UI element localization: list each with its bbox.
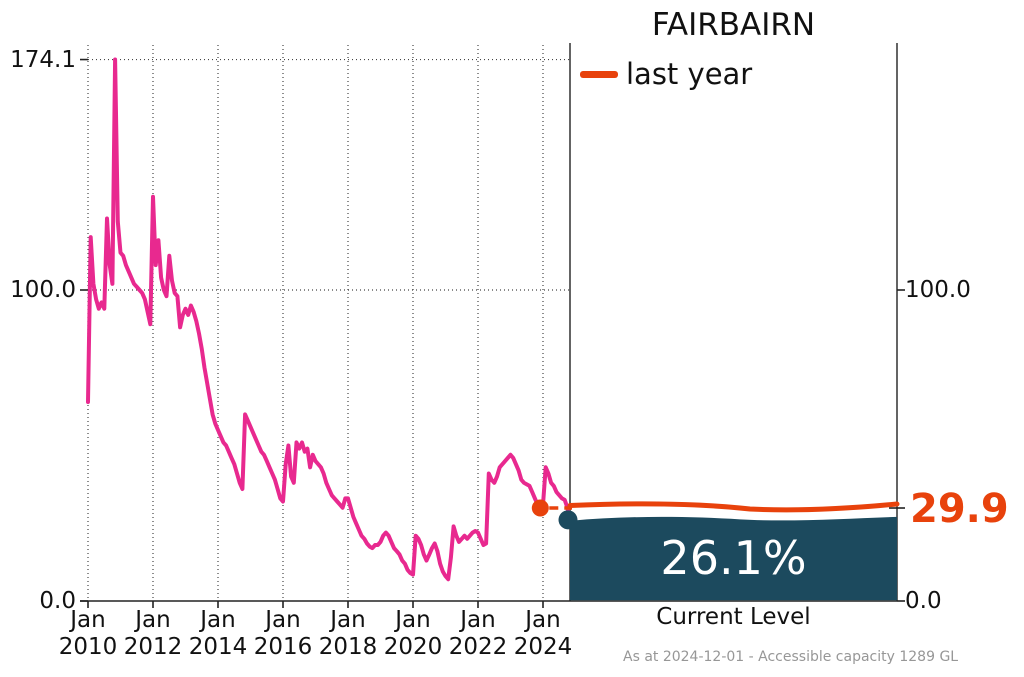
y-axis-tick-label-0: 0.0 xyxy=(39,588,76,614)
last-year-line xyxy=(567,501,900,513)
history-line xyxy=(86,57,572,582)
legend-label: last year xyxy=(626,57,753,91)
x-tick-jan-2022: Jan 2022 xyxy=(448,607,508,660)
x-tick-jan-2018: Jan 2018 xyxy=(318,607,378,660)
x-tick-jan-2012: Jan 2012 xyxy=(123,607,183,660)
x-tick-jan-2016: Jan 2016 xyxy=(253,607,313,660)
y-axis-tick-label-100: 100.0 xyxy=(10,277,76,303)
right-axis-tick-label-0: 0.0 xyxy=(905,588,942,614)
current-level-dot xyxy=(558,510,578,530)
chart-title: FAIRBAIRN xyxy=(651,7,816,43)
right-axis-tick-label-100: 100.0 xyxy=(905,277,971,303)
last-year-value-label: 29.9 xyxy=(910,486,1009,532)
y-axis-tick-label-max: 174.1 xyxy=(10,47,76,73)
x-tick-jan-2024: Jan 2024 xyxy=(513,607,573,660)
current-level-fill xyxy=(570,516,897,601)
legend: last year xyxy=(580,57,752,91)
x-tick-jan-2014: Jan 2014 xyxy=(188,607,248,660)
x-tick-jan-2010: Jan 2010 xyxy=(58,607,118,660)
last-year-line-swatch xyxy=(580,70,618,78)
last-year-dot xyxy=(531,499,549,517)
current-level-axis-label: Current Level xyxy=(656,604,811,630)
x-tick-jan-2020: Jan 2020 xyxy=(383,607,443,660)
current-level-percent: 26.1% xyxy=(660,531,807,585)
footnote: As at 2024-12-01 - Accessible capacity 1… xyxy=(623,649,959,665)
